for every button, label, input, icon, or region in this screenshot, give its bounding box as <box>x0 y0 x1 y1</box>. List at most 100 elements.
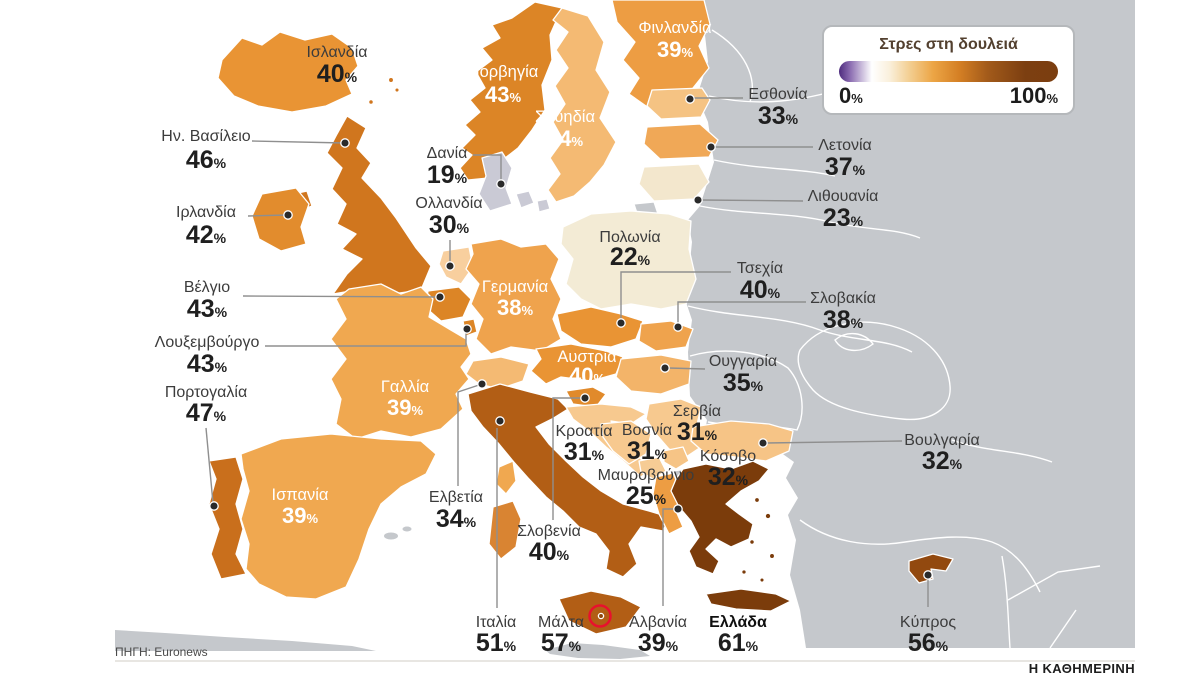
country-value-germany: 38% <box>497 295 533 320</box>
country-shape-greece <box>705 588 792 612</box>
country-value-denmark: 19% <box>427 161 468 189</box>
country-shape-greece <box>741 569 747 575</box>
country-value-greece: 61% <box>718 629 759 657</box>
source-label: ΠΗΓΗ: Euronews <box>115 645 208 659</box>
country-name-switzerland: Ελβετία <box>429 489 483 506</box>
country-value-estonia: 33% <box>758 102 799 130</box>
leader-dot-hungary <box>660 363 670 373</box>
country-shape-bulgaria <box>690 420 794 462</box>
no-data-east-mass <box>686 0 1135 648</box>
leader-line-lithuania <box>700 199 804 202</box>
no-data-balearic-1 <box>384 532 398 540</box>
country-shape-denmark <box>515 190 535 209</box>
country-name-spain: Ισπανία <box>272 486 329 504</box>
country-value-czechia: 40% <box>740 276 781 304</box>
country-shape-ireland <box>251 187 310 252</box>
country-name-belgium: Βέλγιο <box>184 279 230 296</box>
country-value-uk: 46% <box>186 146 227 174</box>
country-shape-greece <box>670 460 770 575</box>
country-value-slovakia: 38% <box>823 306 864 334</box>
country-value-poland: 22% <box>610 243 651 271</box>
country-value-latvia: 37% <box>825 153 866 181</box>
country-shape-malta <box>597 612 605 620</box>
country-shapes <box>208 0 954 635</box>
leader-line-albania <box>662 508 678 606</box>
malta-highlight-circle <box>588 604 612 628</box>
leader-dot-uk <box>340 138 350 148</box>
legend-gradient-bar <box>839 61 1058 82</box>
country-name-hungary: Ουγγαρία <box>709 353 777 370</box>
country-name-bulgaria: Βουλγαρία <box>904 432 979 449</box>
country-name-luxembourg: Λουξεμβούργο <box>155 334 260 351</box>
country-shape-bosnia <box>600 420 652 465</box>
leader-dot-luxembourg <box>462 324 472 334</box>
country-shape-greece <box>753 496 761 504</box>
country-shape-italy <box>558 590 642 635</box>
country-name-netherlands: Ολλανδία <box>415 195 482 212</box>
country-name-austria: Αυστρία <box>557 348 617 366</box>
country-name-czechia: Τσεχία <box>737 260 783 277</box>
country-shape-austria <box>530 343 624 385</box>
country-value-croatia: 31% <box>564 438 605 466</box>
country-shape-portugal <box>208 456 247 580</box>
country-shape-greece <box>759 577 765 583</box>
leader-dot-ireland <box>283 210 293 220</box>
leader-line-czechia <box>620 271 731 320</box>
leader-line-switzerland <box>457 383 483 486</box>
leader-dot-albania <box>673 504 683 514</box>
legend-max-label: 100% <box>1009 83 1058 108</box>
leader-line-belgium <box>242 295 438 298</box>
brand-logo: Η ΚΑΘΗΜΕΡΙΝΗ <box>1028 661 1135 675</box>
leader-line-hungary <box>667 367 706 370</box>
country-name-slovakia: Σλοβακία <box>810 290 876 307</box>
legend: Στρες στη δουλειά 0% 100% <box>822 25 1075 115</box>
country-value-luxembourg: 43% <box>187 350 228 378</box>
country-value-portugal: 47% <box>186 399 227 427</box>
country-shape-slovakia <box>638 320 694 352</box>
country-name-montenegro: Μαυροβούνιο <box>598 467 695 484</box>
country-name-serbia: Σερβία <box>673 403 721 420</box>
leader-dot-estonia <box>685 94 695 104</box>
leader-dot-czechia <box>616 318 626 328</box>
leader-line-portugal <box>205 427 214 504</box>
country-shape-serbia <box>645 398 702 458</box>
country-name-malta: Μάλτα <box>538 614 584 631</box>
no-data-balearic-2 <box>402 526 412 532</box>
leader-line-ireland <box>247 214 289 217</box>
country-name-denmark: Δανία <box>427 145 468 162</box>
country-name-estonia: Εσθονία <box>748 86 807 103</box>
country-name-germany: Γερμανία <box>482 278 549 296</box>
leader-dot-portugal <box>209 501 219 511</box>
leader-lines <box>205 94 933 608</box>
country-value-norway: 43% <box>485 82 521 107</box>
country-name-greece: Ελλάδα <box>709 614 767 631</box>
country-value-france: 39% <box>387 395 423 420</box>
leader-dot-denmark <box>496 179 506 189</box>
country-name-uk: Ην. Βασίλειο <box>161 128 250 145</box>
country-shape-iceland <box>217 31 359 113</box>
country-name-norway: Νορβηγία <box>468 63 539 81</box>
country-shape-cyprus <box>908 553 954 584</box>
country-name-poland: Πολωνία <box>599 229 660 246</box>
country-shape-greece <box>748 538 756 546</box>
country-name-kosovo: Κόσοβο <box>700 448 756 465</box>
country-shape-hungary <box>615 354 692 395</box>
country-value-ireland: 42% <box>186 221 227 249</box>
country-name-albania: Αλβανία <box>629 614 687 631</box>
no-data-africa-west <box>115 630 376 651</box>
no-data-africa-tunisia <box>545 643 650 659</box>
country-shape-estonia <box>646 87 711 120</box>
country-shape-uk <box>394 87 400 93</box>
leader-line-denmark <box>473 154 502 181</box>
country-shape-spain <box>240 433 437 600</box>
country-name-iceland: Ισλανδία <box>306 44 367 61</box>
country-shape-norway <box>459 1 563 181</box>
leader-line-bulgaria <box>765 440 903 444</box>
country-value-montenegro: 25% <box>626 482 667 510</box>
country-value-slovenia: 40% <box>529 538 570 566</box>
leader-dot-belgium <box>435 292 445 302</box>
leader-dot-netherlands <box>445 261 455 271</box>
country-value-belgium: 43% <box>187 295 228 323</box>
